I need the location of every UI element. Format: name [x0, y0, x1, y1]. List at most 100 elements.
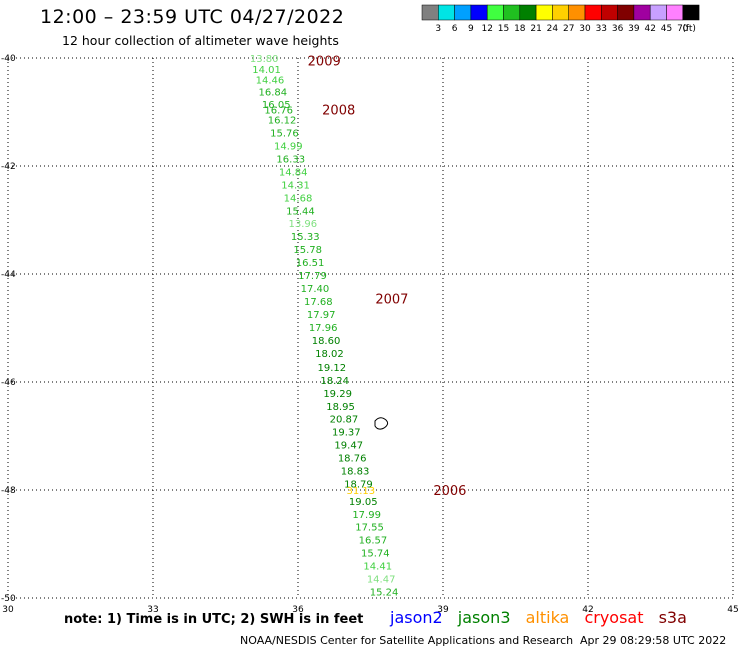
color-scale-legend: 3 6 9 12 15 18 21 24 27 30 33 36 39 42 45 70(ft) — [421, 4, 700, 34]
swh-data-label: 17.96 — [309, 323, 338, 334]
legend-swatch — [486, 4, 504, 21]
swh-data-label: 20.87 — [330, 415, 359, 426]
swh-data-label: 14.84 — [279, 167, 308, 178]
swh-data-label: 18.83 — [341, 467, 370, 478]
swh-data-label: 17.97 — [307, 310, 336, 321]
swh-data-label: 16.05 — [262, 100, 291, 111]
legend-label: 12 — [481, 24, 492, 34]
legend-swatch — [552, 4, 569, 21]
swh-data-label: 17.68 — [304, 297, 333, 308]
swh-data-label: 15.76 — [270, 129, 299, 140]
legend-swatch — [503, 4, 521, 21]
credit-text: NOAA/NESDIS Center for Satellite Applica… — [240, 634, 574, 647]
y-tick-label: -42 — [1, 162, 16, 172]
time-label: 2007 — [375, 292, 408, 307]
y-tick-label: -50 — [1, 594, 16, 604]
legend-label: 45 — [661, 24, 672, 34]
legend-swatch — [584, 4, 602, 21]
swh-data-label: 18.24 — [320, 376, 349, 387]
legend-unit: (ft) — [682, 24, 696, 34]
x-tick-label: 30 — [2, 605, 14, 615]
legend-label: 30 — [579, 24, 591, 34]
swh-data-label: 18.76 — [338, 454, 367, 465]
legend-swatch — [601, 4, 618, 21]
timestamp-text: Apr 29 08:29:58 UTC 2022 — [580, 634, 727, 647]
legend-swatch — [535, 4, 553, 21]
x-tick-label: 45 — [727, 605, 738, 615]
legend-label: 42 — [644, 24, 655, 34]
swh-data-label: 17.55 — [355, 523, 384, 534]
y-tick-label: -46 — [1, 378, 16, 388]
swh-data-label: 31.13 — [347, 486, 376, 497]
legend-label: 15 — [498, 24, 509, 34]
satellite-s3a: s3a — [658, 608, 687, 627]
swh-data-label: 15.24 — [370, 588, 399, 599]
satellite-jason2: jason2 — [390, 608, 443, 627]
legend-label: 70 — [677, 24, 689, 34]
legend-label: 24 — [547, 24, 559, 34]
legend-swatch — [682, 4, 700, 21]
swh-data-label: 19.37 — [332, 428, 361, 439]
time-label: 2008 — [322, 103, 355, 118]
legend-swatch — [470, 4, 488, 21]
swh-data-label: 16.33 — [276, 154, 305, 165]
satellite-cryosat: cryosat — [584, 608, 644, 627]
legend-label: 9 — [468, 24, 474, 34]
swh-data-label: 18.02 — [315, 349, 344, 360]
swh-data-label: 14.68 — [284, 193, 313, 204]
swh-data-label: 14.31 — [281, 180, 310, 191]
satellite-altika: altika — [525, 608, 570, 627]
swh-data-label: 14.99 — [274, 141, 303, 152]
x-tick-label: 33 — [147, 605, 158, 615]
swh-data-label: 14.47 — [367, 575, 396, 586]
legend-swatch — [421, 4, 439, 21]
x-tick-label: 42 — [582, 605, 593, 615]
swh-data-label: 17.99 — [352, 510, 381, 521]
legend-label: 33 — [596, 24, 607, 34]
legend-swatch — [519, 4, 537, 21]
legend-label: 36 — [612, 24, 624, 34]
legend-swatch — [666, 4, 684, 21]
swh-data-label: 16.76 — [264, 105, 293, 116]
legend-label: 21 — [530, 24, 541, 34]
swh-data-label: 16.12 — [268, 116, 297, 127]
satellite-jason3: jason3 — [457, 608, 511, 627]
swh-data-label: 14.41 — [363, 562, 392, 573]
legend-swatch — [454, 4, 472, 21]
swh-data-label: 19.47 — [334, 441, 363, 452]
swh-data-label: 16.84 — [259, 87, 288, 98]
footer-note: note: 1) Time is in UTC; 2) SWH is in fe… — [64, 612, 364, 627]
legend-label: 6 — [452, 24, 458, 34]
chart-title: 12:00 – 23:59 UTC 04/27/2022 — [40, 6, 345, 28]
swh-data-label: 18.79 — [344, 480, 373, 491]
swh-data-label: 15.44 — [286, 206, 315, 217]
swh-data-label: 18.95 — [326, 402, 355, 413]
legend-swatch — [649, 4, 667, 21]
swh-data-label: 17.79 — [298, 271, 327, 282]
swh-data-label: 18.60 — [312, 336, 341, 347]
swh-data-label: 15.33 — [291, 232, 320, 243]
swh-data-label: 15.78 — [293, 245, 322, 256]
chart-subtitle: 12 hour collection of altimeter wave hei… — [62, 33, 339, 48]
legend-label: 3 — [435, 24, 441, 34]
swh-data-label: 16.57 — [359, 536, 388, 547]
swh-data-label: 14.46 — [256, 76, 285, 87]
swh-data-label: 13.96 — [289, 219, 318, 230]
legend-label: 39 — [628, 24, 640, 34]
legend-swatch — [438, 4, 455, 21]
legend-swatch — [633, 4, 651, 21]
satellite-legend: jason2 jason3 altika cryosat s3a — [390, 608, 697, 627]
legend-label: 18 — [514, 24, 526, 34]
swh-data-label: 16.51 — [296, 258, 325, 269]
y-tick-label: -48 — [1, 486, 16, 496]
x-tick-label: 36 — [292, 605, 304, 615]
swh-data-label: 19.29 — [323, 389, 352, 400]
swh-data-label: 15.74 — [361, 549, 390, 560]
time-label: 2009 — [308, 55, 341, 70]
y-tick-label: -44 — [1, 270, 16, 280]
legend-swatch — [617, 4, 635, 21]
swh-data-label: 19.05 — [349, 497, 378, 508]
swh-data-label: 13.80 — [250, 54, 279, 65]
plot-area: 30 33 36 39 42 45 -40 -42 -44 -46 -48 -50 13.8014.01… — [1, 54, 739, 615]
